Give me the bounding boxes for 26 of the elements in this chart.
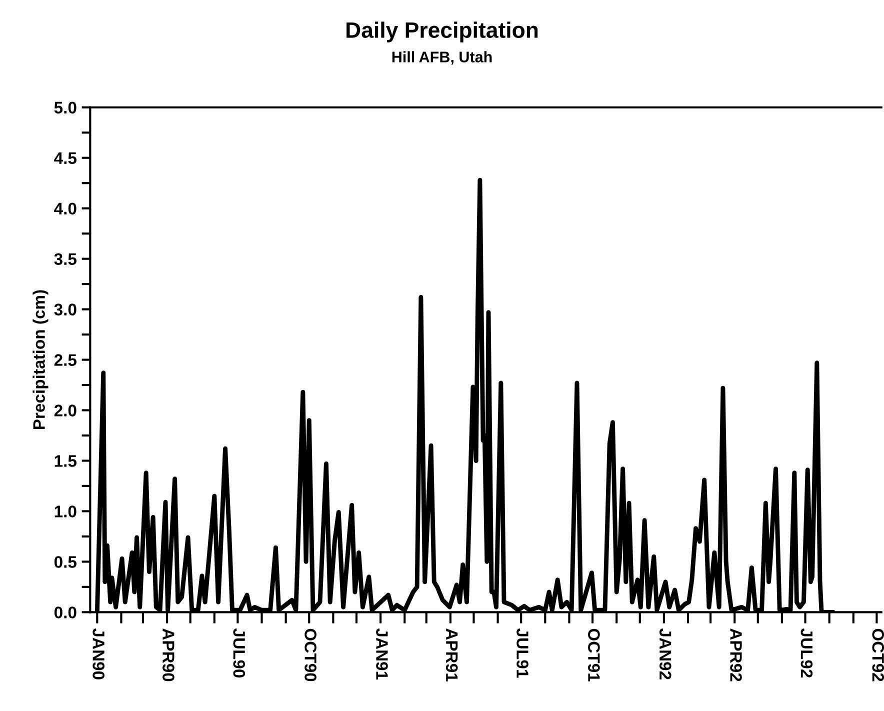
chart-title: Daily Precipitation bbox=[346, 22, 538, 42]
x-tick-label: JUL90 bbox=[233, 628, 246, 678]
x-tick-label: JAN91 bbox=[376, 628, 388, 680]
y-tick-label: 1.5 bbox=[54, 455, 77, 467]
x-tick-label: APR90 bbox=[162, 628, 174, 682]
y-tick-label: 4.5 bbox=[54, 152, 77, 164]
chart-subtitle: Hill AFB, Utah bbox=[392, 51, 492, 65]
y-axis-title: Precipitation (cm) bbox=[32, 290, 48, 430]
x-tick-label: JAN92 bbox=[659, 628, 672, 680]
x-tick-label: OCT91 bbox=[588, 628, 600, 682]
x-tick-label: APR91 bbox=[446, 628, 458, 682]
y-tick-label: 2.0 bbox=[54, 404, 76, 416]
x-tick-label: OCT90 bbox=[304, 628, 316, 682]
y-tick-label: 5.0 bbox=[54, 102, 76, 114]
x-tick-label: JUL92 bbox=[800, 628, 813, 678]
x-tick-label: JAN90 bbox=[92, 628, 104, 680]
x-tick-label: APR92 bbox=[730, 628, 742, 682]
y-tick-label: 0.5 bbox=[54, 556, 77, 568]
y-tick-label: 4.0 bbox=[54, 202, 76, 215]
x-tick-label: JUL91 bbox=[516, 628, 528, 678]
x-tick-label: OCT92 bbox=[872, 628, 884, 682]
y-tick-label: 2.5 bbox=[54, 354, 77, 366]
y-tick-label: 0.0 bbox=[54, 606, 76, 618]
y-tick-label: 3.0 bbox=[54, 304, 76, 316]
y-tick-label: 3.5 bbox=[54, 253, 77, 266]
y-tick-label: 1.0 bbox=[54, 506, 76, 518]
